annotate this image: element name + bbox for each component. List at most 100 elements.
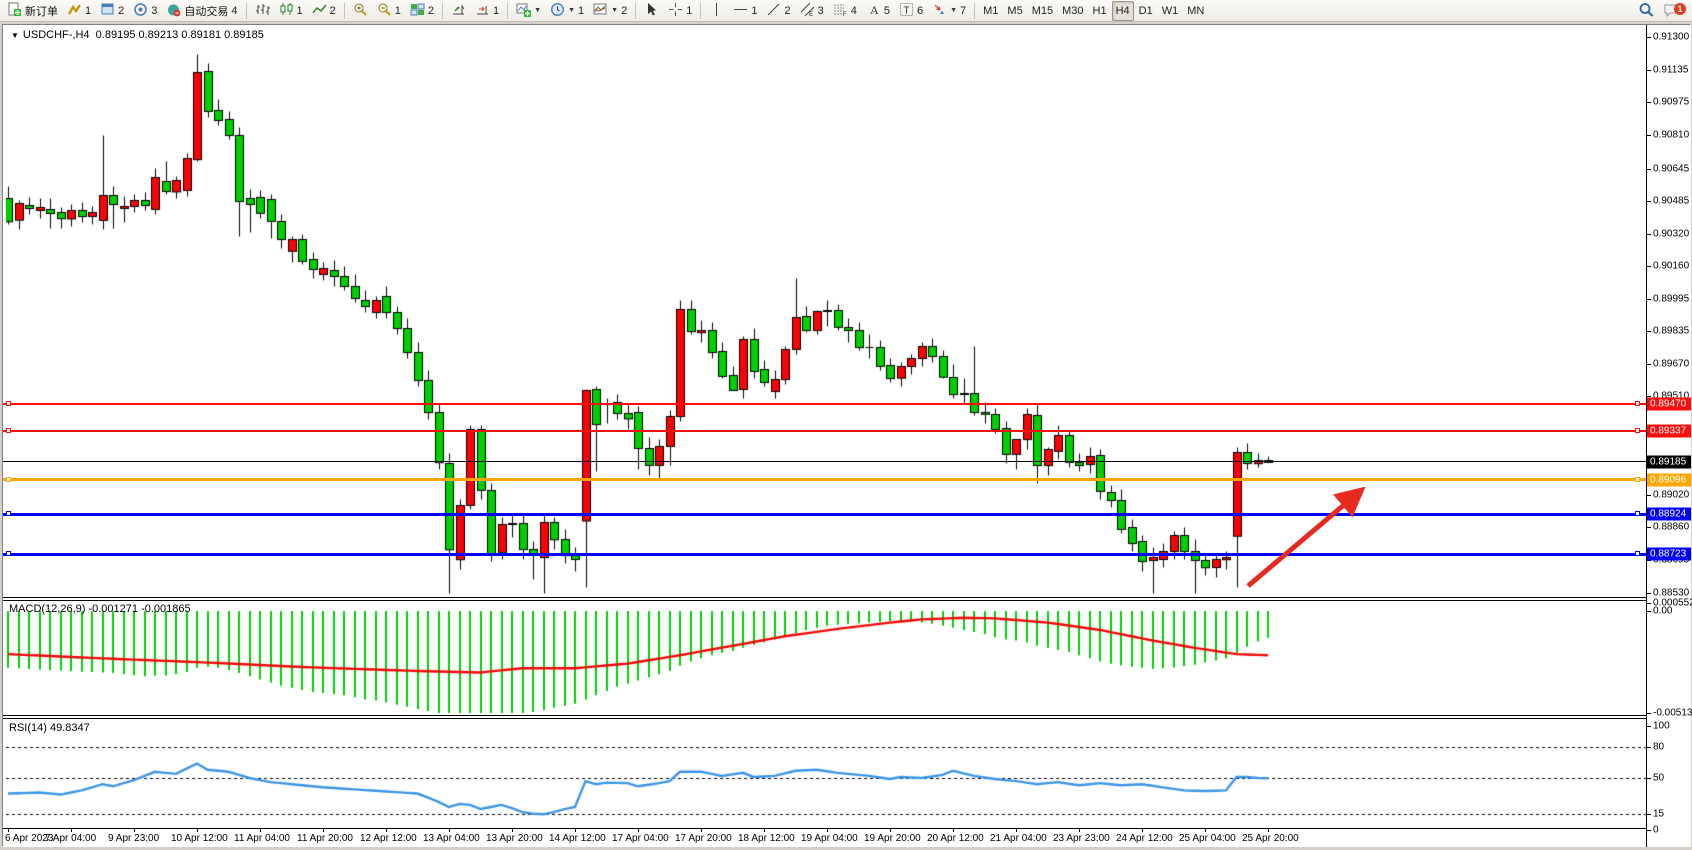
bar-chart-button[interactable] — [251, 1, 274, 21]
timeframe-m1-button[interactable]: M1 — [983, 4, 999, 17]
macd-pane-separator[interactable] — [3, 597, 1646, 601]
horizontal-level-line-0.88924[interactable] — [3, 513, 1646, 516]
candlestick-canvas[interactable] — [6, 27, 1646, 599]
arrows-button[interactable]: ▼ 7 — [928, 1, 970, 21]
candle-chart-button[interactable]: 1 — [275, 1, 307, 21]
chart-plot-area[interactable]: ▼ USDCHF-,H4 0.89195 0.89213 0.89181 0.89… — [3, 25, 1692, 847]
price-axis-label: 0.90320 — [1653, 228, 1690, 240]
time-axis-label: 25 Apr 04:00 — [1179, 833, 1236, 844]
time-tick — [890, 829, 891, 832]
timeframe-m5-button[interactable]: M5 — [1007, 4, 1023, 17]
cursor-button[interactable] — [640, 1, 663, 21]
autotrading-button[interactable]: 自动交易 4 — [162, 1, 241, 21]
horizontal-level-line-0.89096[interactable] — [3, 478, 1646, 481]
hline-button[interactable]: 1 — [729, 1, 761, 21]
line-handle[interactable] — [1635, 551, 1640, 556]
time-tick — [1268, 829, 1269, 832]
time-tick — [1142, 829, 1143, 832]
time-axis-label: 20 Apr 12:00 — [927, 833, 984, 844]
search-button[interactable] — [1634, 1, 1658, 21]
timeframe-mn-button[interactable]: MN — [1187, 4, 1205, 17]
timeframe-h4-button[interactable]: H4 — [1111, 0, 1134, 21]
symbol-period-text: USDCHF-,H4 — [22, 29, 90, 41]
data-window-button[interactable]: 2 — [96, 1, 128, 21]
timeframe-d1-button[interactable]: D1 — [1138, 4, 1153, 17]
macd-canvas[interactable] — [6, 601, 1646, 715]
rsi-pane-separator[interactable] — [3, 715, 1646, 719]
zoom-out-button[interactable]: 1 — [373, 1, 405, 21]
notifications-button[interactable]: 1 — [1659, 1, 1686, 21]
horizontal-level-line-0.88723[interactable] — [3, 553, 1646, 556]
price-axis-label: 0.89995 — [1653, 293, 1690, 305]
trend-arrow-annotation[interactable] — [1242, 486, 1367, 595]
time-tick — [1205, 829, 1206, 832]
toolbar-separator — [442, 2, 443, 19]
time-axis[interactable]: 6 Apr 2023 7 Apr 04:00 9 Apr 23:00 10 Apr 1… — [3, 828, 1691, 847]
trendline-button[interactable]: 2 — [762, 1, 794, 21]
bars-icon — [255, 2, 270, 19]
toolbar-separator — [700, 2, 702, 19]
time-tick — [1016, 829, 1017, 832]
axis-tick — [1647, 396, 1651, 397]
rsi-canvas[interactable] — [6, 719, 1646, 827]
current-price-line[interactable] — [3, 461, 1646, 462]
line-handle[interactable] — [6, 428, 11, 433]
timeframe-h1-button[interactable]: H1 — [1092, 4, 1107, 17]
time-tick — [953, 829, 954, 832]
navigator-button[interactable]: 3 — [129, 1, 161, 21]
time-tick — [638, 829, 639, 832]
ohlc-quote-text: 0.89195 0.89213 0.89181 0.89185 — [95, 29, 264, 41]
toolbar-separator — [245, 2, 247, 19]
rsi-100-label: 100 — [1653, 720, 1670, 732]
line-handle[interactable] — [1635, 428, 1640, 433]
dropdown-arrow-icon: ▼ — [534, 7, 542, 14]
price-tag-0.89096: 0.89096 — [1647, 473, 1691, 487]
line-handle[interactable] — [6, 401, 11, 406]
axis-tick — [1647, 726, 1651, 727]
line-handle[interactable] — [6, 511, 11, 516]
price-axis-label: 0.90645 — [1653, 163, 1690, 175]
linechart-icon — [312, 2, 327, 19]
timeframe-w1-button[interactable]: W1 — [1161, 4, 1179, 17]
crosshair-button[interactable]: 1 — [664, 1, 696, 21]
price-axis-label: 0.88860 — [1653, 521, 1690, 533]
timeframe-m30-button[interactable]: M30 — [1062, 4, 1084, 17]
vline-button[interactable] — [705, 1, 728, 21]
chart-shift-button[interactable]: 1 — [471, 1, 503, 21]
tile-windows-button[interactable]: 2 — [406, 1, 438, 21]
horizontal-level-line-0.89337[interactable] — [3, 430, 1646, 432]
horizontal-level-line-0.89470[interactable] — [3, 403, 1646, 405]
time-tick — [764, 829, 765, 832]
axis-tick — [1647, 70, 1651, 71]
periods-button[interactable]: ▼ 1 — [546, 1, 588, 21]
axis-tick — [1647, 560, 1651, 561]
svg-text:T: T — [903, 6, 909, 17]
time-axis-label: 7 Apr 04:00 — [45, 833, 97, 844]
line-chart-button[interactable]: 2 — [308, 1, 340, 21]
axis-tick — [1647, 364, 1651, 365]
timeframe-m15-button[interactable]: M15 — [1031, 4, 1054, 17]
line-handle[interactable] — [1635, 477, 1640, 482]
templates-button[interactable]: ▼ 2 — [589, 1, 631, 21]
market-watch-button[interactable]: 1 — [63, 1, 95, 21]
line-handle[interactable] — [1635, 511, 1640, 516]
new-order-button[interactable]: 新订单 — [3, 1, 62, 21]
line-handle[interactable] — [6, 477, 11, 482]
time-axis-label: 12 Apr 12:00 — [360, 833, 417, 844]
macd-max-label: 0.000552 — [1653, 597, 1692, 609]
indicators-button[interactable]: ▼ — [512, 1, 545, 21]
line-handle[interactable] — [1635, 401, 1640, 406]
candles-icon — [279, 2, 294, 19]
macd-min-label: -0.00513 — [1653, 707, 1692, 719]
zoom-in-button[interactable] — [349, 1, 372, 21]
chart-symbol-label[interactable]: ▼ USDCHF-,H4 0.89195 0.89213 0.89181 0.89… — [11, 29, 264, 41]
dropdown-arrow-icon: ▼ — [568, 7, 575, 14]
price-axis-label: 0.90160 — [1653, 260, 1690, 272]
auto-scroll-button[interactable] — [447, 1, 470, 21]
line-handle[interactable] — [6, 551, 11, 556]
macd-pane-label: MACD(12,26,9) -0.001271 -0.001865 — [9, 603, 191, 615]
